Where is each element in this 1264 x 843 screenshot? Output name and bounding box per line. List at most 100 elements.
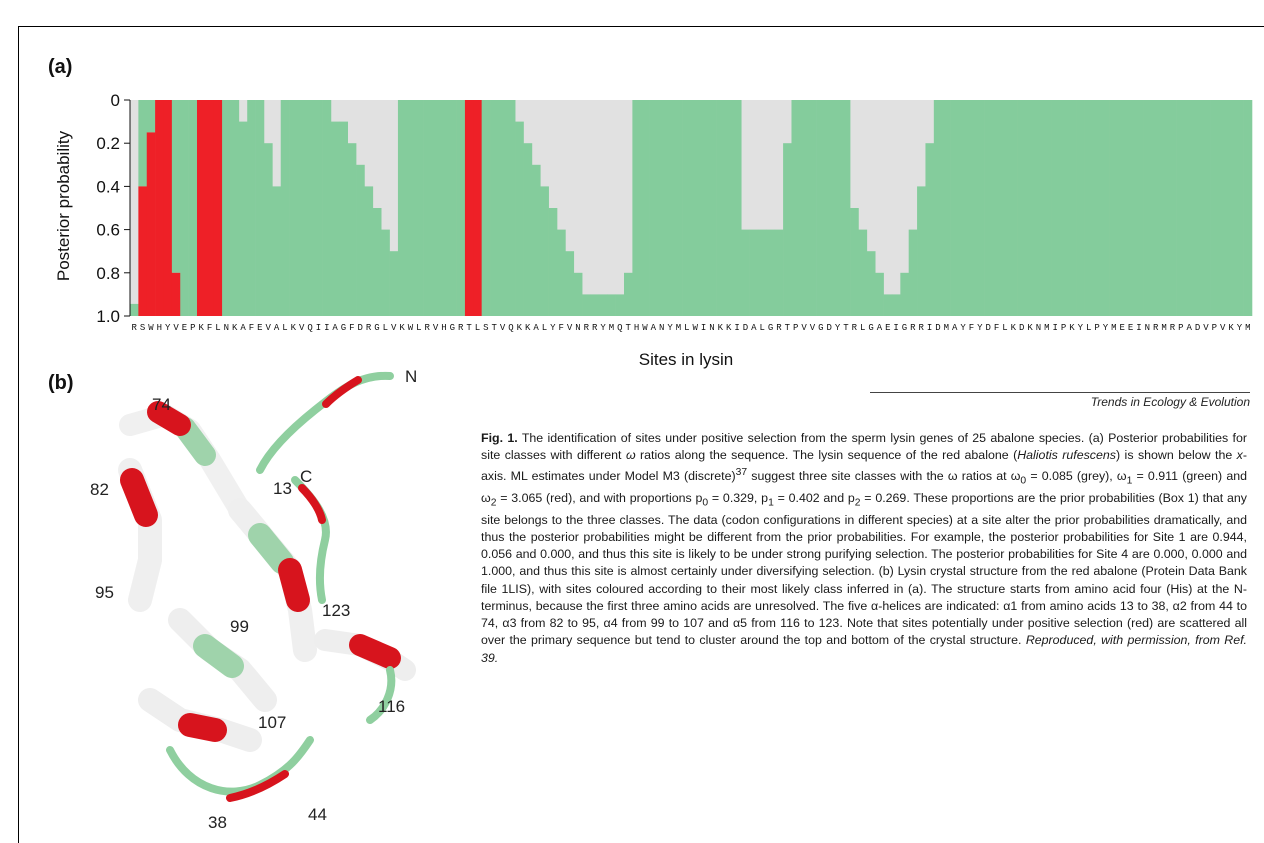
- sequence-residue-129: V: [1203, 323, 1209, 333]
- bar-green-site-72: [724, 100, 734, 316]
- bar-green-site-35: [414, 100, 424, 316]
- sequence-residue-80: P: [793, 323, 798, 333]
- sequence-residue-41: T: [466, 323, 472, 333]
- sequence-residue-121: I: [1136, 323, 1141, 333]
- bar-green-site-95: [917, 186, 926, 316]
- sequence-residue-10: F: [207, 323, 212, 333]
- sequence-residue-87: R: [852, 323, 858, 333]
- sequence-residue-82: V: [810, 323, 816, 333]
- sequence-residue-124: M: [1161, 323, 1166, 333]
- sequence-residue-126: P: [1178, 323, 1183, 333]
- sequence-residue-127: A: [1186, 323, 1192, 333]
- bar-green-site-29: [364, 186, 374, 316]
- residue-label-82: 82: [90, 480, 109, 499]
- bar-green-site-30: [372, 208, 382, 316]
- sequence-residue-53: V: [567, 323, 573, 333]
- bar-green-site-88: [858, 229, 868, 316]
- sequence-residue-9: K: [198, 323, 204, 333]
- bar-red-site-41: [464, 100, 474, 316]
- bar-green-site-94: [908, 229, 918, 316]
- sequence-residue-84: D: [826, 323, 831, 333]
- bar-green-site-122: [1143, 100, 1152, 316]
- bar-green-site-123: [1151, 100, 1161, 316]
- y-tick-label-3: 0.6: [96, 221, 120, 240]
- bar-green-site-83: [816, 100, 826, 316]
- sequence-residue-67: L: [684, 323, 689, 333]
- bar-green-site-80: [791, 100, 801, 316]
- bar-green-site-37: [431, 100, 441, 316]
- bar-green-site-2: [138, 100, 148, 187]
- bar-green-site-104: [992, 100, 1002, 316]
- figure-frame-top: [18, 26, 1264, 27]
- caption-x: x: [1236, 448, 1243, 463]
- helix-a1-red: [278, 558, 310, 612]
- sequence-residue-118: M: [1111, 323, 1116, 333]
- bar-green-site-107: [1017, 100, 1027, 316]
- bar-green-site-103: [984, 100, 993, 316]
- bar-green-site-126: [1176, 100, 1186, 316]
- sequence-residue-28: D: [358, 323, 363, 333]
- bar-green-site-39: [448, 100, 457, 316]
- sequence-residue-15: F: [249, 323, 254, 333]
- bar-red-site-9: [196, 100, 206, 316]
- sequence-residue-78: R: [776, 323, 782, 333]
- bar-green-site-51: [548, 208, 558, 316]
- helix-a1-green: [248, 523, 294, 574]
- caption-sub: 2: [490, 497, 497, 509]
- residue-label-95: 95: [95, 583, 114, 602]
- y-tick-label-1: 0.2: [96, 134, 120, 153]
- bar-green-site-17: [263, 143, 273, 316]
- sequence-residue-25: A: [332, 323, 338, 333]
- caption-text: -axis. ML estimates under Model M3 (disc…: [481, 448, 1248, 484]
- bar-green-site-47: [515, 121, 524, 316]
- caption-text: The identification of sites under positi…: [481, 431, 1247, 463]
- bar-green-site-14: [238, 121, 248, 316]
- bar-green-site-28: [356, 164, 365, 316]
- bar-green-site-110: [1042, 100, 1052, 316]
- sequence-residue-114: Y: [1078, 323, 1084, 333]
- bar-green-site-124: [1159, 100, 1169, 316]
- bar-green-site-91: [883, 294, 893, 316]
- bar-green-site-44: [490, 100, 499, 316]
- sequence-residue-4: H: [157, 323, 162, 333]
- bar-green-site-16: [255, 100, 265, 316]
- caption-sub: 0: [1020, 476, 1027, 487]
- sequence-residue-122: N: [1145, 323, 1150, 333]
- bar-green-site-66: [674, 100, 683, 316]
- caption-text: = 0.085 (grey), ω: [1026, 469, 1127, 484]
- bar-green-site-50: [540, 186, 549, 316]
- bar-green-site-59: [615, 294, 625, 316]
- helix-lower-red: [178, 713, 227, 742]
- bar-green-site-113: [1067, 100, 1077, 316]
- caption-sub: 1: [768, 497, 774, 509]
- bar-green-site-22: [305, 100, 315, 316]
- bar-green-site-48: [523, 143, 533, 316]
- sequence-residue-50: L: [542, 323, 547, 333]
- caption-omega: ω: [625, 448, 636, 463]
- bar-green-site-46: [506, 100, 516, 316]
- bar-green-site-67: [682, 100, 692, 316]
- sequence-residue-14: A: [240, 323, 246, 333]
- sequence-residue-31: L: [383, 323, 388, 333]
- bar-green-site-74: [741, 229, 750, 316]
- bar-green-site-33: [397, 100, 407, 316]
- caption-text: = 0.269. These proportions are the prior…: [481, 491, 1247, 648]
- sequence-residue-102: Y: [977, 323, 983, 333]
- chart-ticks: 0 0.2 0.4 0.6 0.8 1.0: [96, 91, 130, 326]
- sequence-residue-32: V: [391, 323, 397, 333]
- sequence-residue-39: G: [450, 323, 455, 333]
- sequence-residue-77: G: [768, 323, 773, 333]
- bar-green-site-106: [1009, 100, 1018, 316]
- sequence-residue-45: V: [500, 323, 506, 333]
- terminus-label-c: C: [300, 467, 312, 486]
- sequence-residue-128: D: [1195, 323, 1200, 333]
- sequence-residue-89: G: [868, 323, 873, 333]
- sequence-residue-113: K: [1069, 323, 1075, 333]
- bar-red-site-2: [138, 186, 148, 316]
- sequence-residue-19: L: [282, 323, 287, 333]
- sequence-residue-79: T: [785, 323, 791, 333]
- sequence-residue-6: V: [173, 323, 179, 333]
- residue-label-44: 44: [308, 805, 327, 824]
